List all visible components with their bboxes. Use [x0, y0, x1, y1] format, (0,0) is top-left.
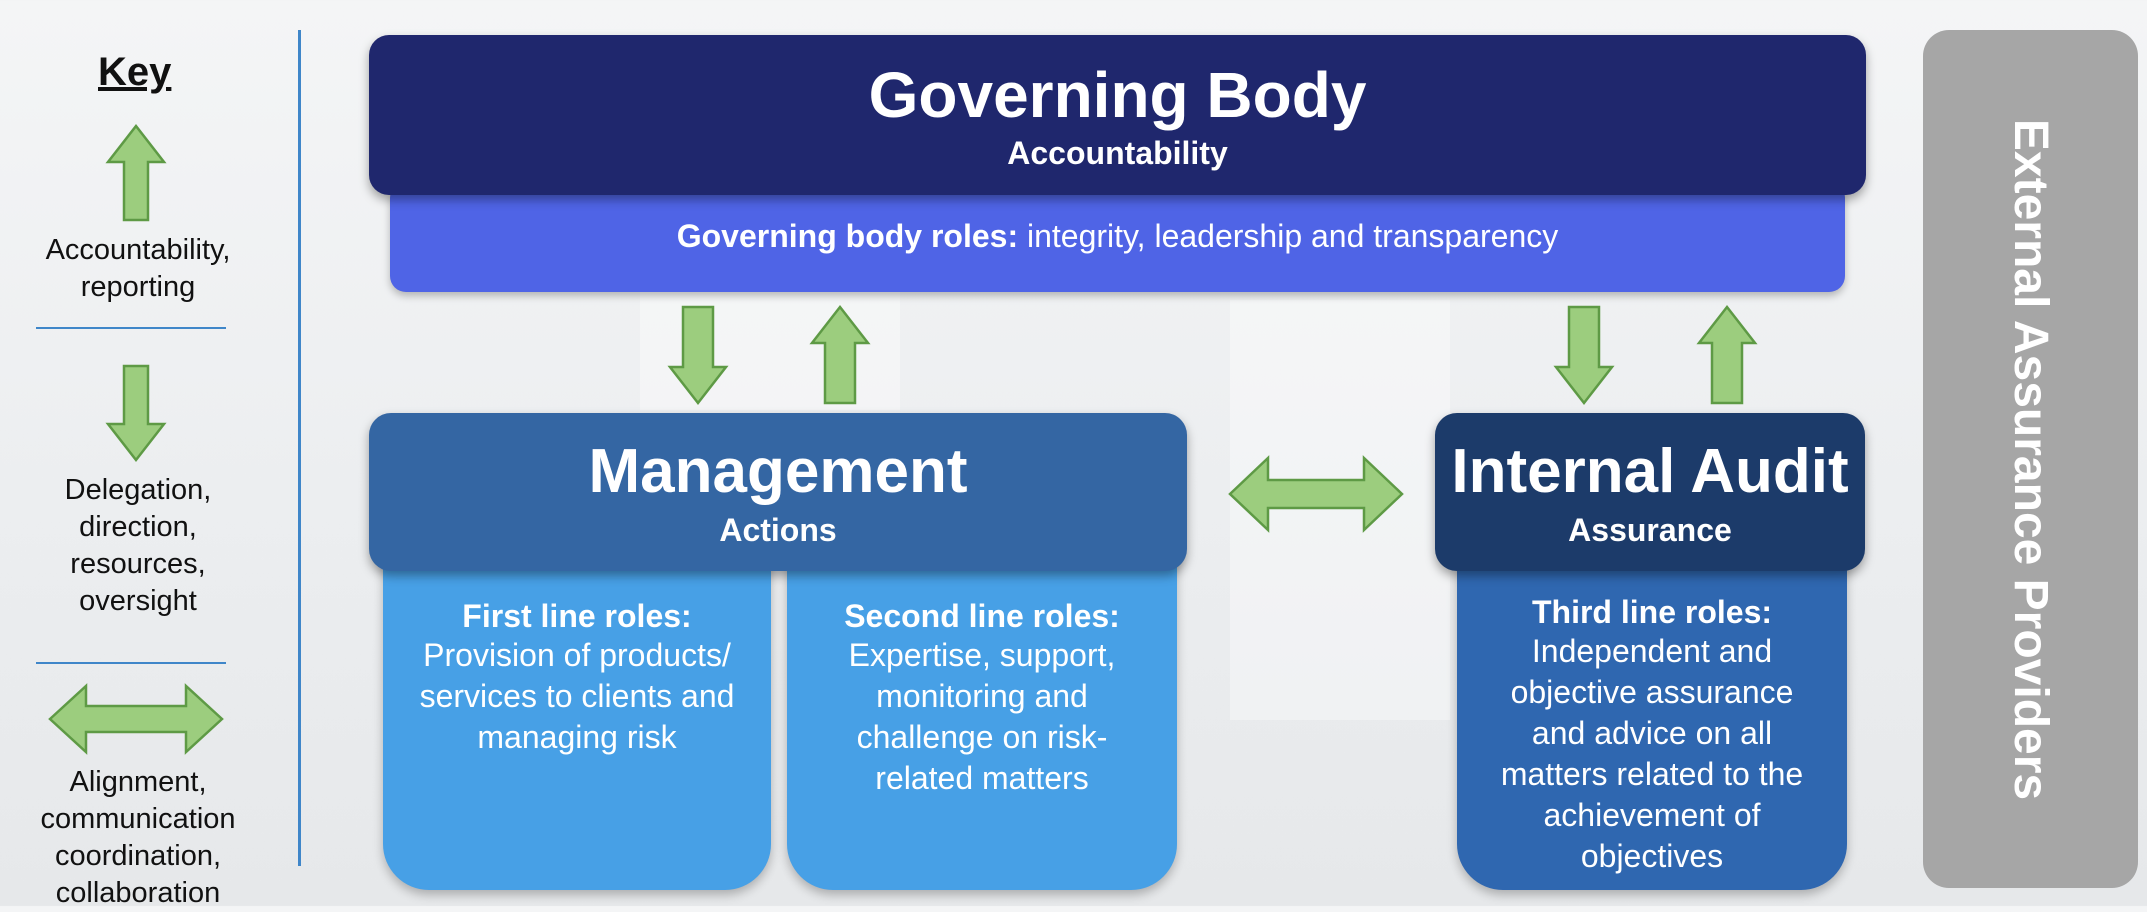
arrow-down-to-internal-audit-icon — [1553, 305, 1615, 406]
governing-body-title: Governing Body — [868, 59, 1367, 131]
governing-body-roles-panel — [390, 182, 1845, 292]
key-arrow-up-icon — [105, 123, 167, 222]
key-divider — [36, 327, 226, 329]
third-line-roles-text: Third line roles: Independent and object… — [1457, 594, 1847, 877]
key-label-alignment: Alignment, communication coordination, c… — [40, 766, 236, 909]
key-arrow-down-icon — [105, 364, 167, 463]
management-subtitle: Actions — [719, 512, 837, 548]
governing-body-box — [369, 35, 1866, 195]
arrow-alignment-management-internal-audit-icon — [1228, 455, 1404, 533]
management-title: Management — [588, 437, 968, 506]
arrow-up-from-internal-audit-icon — [1696, 304, 1758, 405]
key-label-delegation: Delegation, direction, resources, oversi… — [64, 474, 212, 617]
key-arrow-left-right-icon — [48, 683, 224, 755]
key-title: Key — [98, 50, 172, 94]
external-assurance-providers-label: External Assurance Providers — [2004, 118, 2057, 800]
key-label-accountability: Accountability, reporting — [45, 234, 231, 303]
arrow-down-to-management-icon — [667, 305, 729, 406]
key-divider — [36, 662, 226, 664]
arrow-up-from-management-icon — [809, 304, 871, 405]
second-line-roles-box — [787, 540, 1177, 890]
first-line-roles-heading: First line roles: — [462, 598, 692, 634]
third-line-roles-box — [1457, 540, 1847, 890]
governing-body-roles-text: Governing body roles: integrity, leaders… — [676, 218, 1559, 254]
management-box — [369, 413, 1187, 571]
second-line-roles-text: Second line roles: Expertise, support, m… — [787, 598, 1177, 799]
internal-audit-box — [1435, 413, 1865, 571]
first-line-roles-box — [383, 540, 771, 890]
first-line-roles-text: First line roles: Provision of products/… — [383, 598, 771, 758]
internal-audit-title: Internal Audit — [1451, 437, 1849, 506]
key-separator-line — [298, 30, 301, 866]
internal-audit-subtitle: Assurance — [1568, 512, 1732, 548]
second-line-roles-heading: Second line roles: — [844, 598, 1120, 634]
external-assurance-providers-box — [1923, 30, 2138, 888]
third-line-roles-heading: Third line roles: — [1531, 594, 1773, 630]
governing-body-subtitle: Accountability — [1007, 135, 1228, 171]
